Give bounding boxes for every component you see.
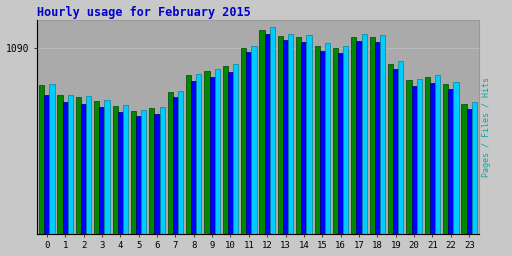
Bar bbox=[81, 104, 86, 234]
Bar bbox=[343, 46, 348, 234]
Bar bbox=[215, 69, 220, 234]
Bar bbox=[76, 97, 81, 234]
Bar bbox=[150, 108, 155, 234]
Bar bbox=[44, 94, 49, 234]
Bar bbox=[94, 101, 99, 234]
Bar bbox=[141, 110, 146, 234]
Bar bbox=[449, 89, 454, 234]
Bar bbox=[283, 40, 288, 234]
Bar bbox=[123, 105, 128, 234]
Bar bbox=[196, 74, 201, 234]
Bar bbox=[430, 83, 435, 234]
Bar bbox=[302, 42, 307, 234]
Bar bbox=[260, 30, 265, 234]
Bar bbox=[393, 69, 398, 234]
Bar bbox=[160, 107, 165, 234]
Bar bbox=[412, 86, 417, 234]
Bar bbox=[314, 46, 319, 234]
Text: Hourly usage for February 2015: Hourly usage for February 2015 bbox=[37, 6, 250, 18]
Bar bbox=[204, 71, 209, 234]
Bar bbox=[388, 63, 393, 234]
Bar bbox=[443, 84, 449, 234]
Bar bbox=[131, 111, 136, 234]
Bar bbox=[407, 80, 412, 234]
Bar bbox=[57, 95, 62, 234]
Bar bbox=[209, 77, 215, 234]
Bar bbox=[246, 52, 251, 234]
Bar bbox=[155, 114, 160, 234]
Bar bbox=[466, 110, 472, 234]
Bar bbox=[361, 34, 367, 234]
Bar bbox=[461, 103, 466, 234]
Bar bbox=[223, 66, 228, 234]
Bar bbox=[417, 79, 422, 234]
Bar bbox=[49, 84, 54, 234]
Bar bbox=[99, 107, 104, 234]
Bar bbox=[136, 116, 141, 234]
Bar bbox=[113, 106, 118, 234]
Bar bbox=[278, 37, 283, 234]
Bar bbox=[319, 51, 325, 234]
Bar bbox=[425, 77, 430, 234]
Bar bbox=[68, 94, 73, 234]
Bar bbox=[351, 37, 356, 234]
Bar bbox=[398, 61, 403, 234]
Bar bbox=[62, 102, 68, 234]
Bar bbox=[296, 37, 302, 234]
Bar bbox=[325, 44, 330, 234]
Bar bbox=[167, 92, 173, 234]
Bar bbox=[370, 37, 375, 234]
Bar bbox=[270, 27, 275, 234]
Bar bbox=[375, 42, 380, 234]
Bar bbox=[307, 35, 312, 234]
Bar bbox=[191, 81, 196, 234]
Bar bbox=[251, 46, 257, 234]
Bar bbox=[118, 112, 123, 234]
Bar bbox=[241, 48, 246, 234]
Bar bbox=[265, 34, 270, 234]
Bar bbox=[39, 86, 44, 234]
Bar bbox=[454, 82, 459, 234]
Bar bbox=[380, 35, 385, 234]
Bar bbox=[356, 41, 361, 234]
Bar bbox=[472, 102, 477, 234]
Y-axis label: Pages / Files / Hits: Pages / Files / Hits bbox=[482, 77, 491, 177]
Bar bbox=[288, 34, 293, 234]
Bar bbox=[233, 64, 238, 234]
Bar bbox=[338, 53, 343, 234]
Bar bbox=[178, 91, 183, 234]
Bar bbox=[86, 96, 91, 234]
Bar bbox=[435, 75, 440, 234]
Bar bbox=[333, 48, 338, 234]
Bar bbox=[228, 72, 233, 234]
Bar bbox=[104, 100, 110, 234]
Bar bbox=[173, 97, 178, 234]
Bar bbox=[186, 76, 191, 234]
